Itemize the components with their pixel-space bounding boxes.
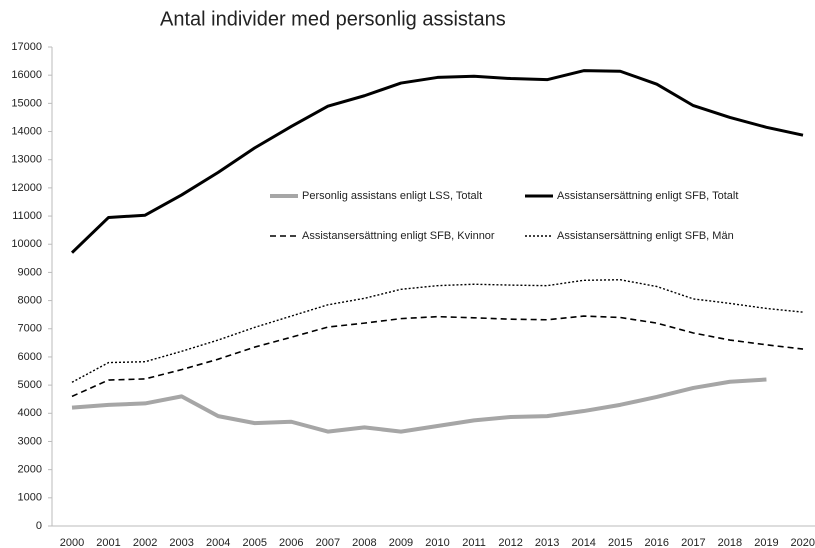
x-tick-label: 2012 [498, 537, 522, 548]
x-tick-label: 2006 [279, 537, 303, 548]
y-tick-label: 13000 [11, 154, 42, 166]
x-tick-label: 2017 [681, 537, 705, 548]
line-series [71, 315, 804, 398]
x-tick-label: 2013 [535, 537, 559, 548]
y-tick-label: 9000 [18, 266, 42, 278]
y-tick-label: 8000 [18, 294, 42, 306]
x-tick-label: 2016 [645, 537, 669, 548]
x-tick-label: 2002 [133, 537, 157, 548]
legend-label: Assistansersättning enligt SFB, Män [557, 230, 734, 242]
y-tick-label: 3000 [18, 435, 42, 447]
legend-label: Assistansersättning enligt SFB, Totalt [557, 190, 738, 202]
line-series [71, 377, 767, 434]
line-series [70, 69, 804, 254]
y-tick-label: 5000 [18, 379, 42, 391]
y-tick-label: 16000 [11, 69, 42, 81]
y-tick-label: 1000 [18, 492, 42, 504]
x-tick-label: 2000 [60, 537, 84, 548]
x-tick-label: 2007 [316, 537, 340, 548]
y-tick-label: 0 [36, 520, 42, 532]
x-tick-label: 2009 [389, 537, 413, 548]
x-tick-label: 2019 [754, 537, 778, 548]
y-tick-label: 15000 [11, 97, 42, 109]
y-tick-label: 12000 [11, 182, 42, 194]
y-tick-label: 4000 [18, 407, 42, 419]
legend-label: Personlig assistans enligt LSS, Totalt [302, 190, 482, 202]
y-tick-label: 10000 [11, 238, 42, 250]
x-tick-label: 2005 [243, 537, 267, 548]
y-tick-label: 2000 [18, 464, 42, 476]
x-tick-label: 2010 [425, 537, 449, 548]
x-tick-label: 2014 [571, 537, 595, 548]
x-tick-label: 2008 [352, 537, 376, 548]
y-tick-label: 6000 [18, 351, 42, 363]
chart-title: Antal individer med personlig assistans [160, 8, 506, 30]
x-tick-label: 2003 [169, 537, 193, 548]
line-series [71, 279, 804, 383]
x-tick-label: 2001 [96, 537, 120, 548]
x-tick-label: 2011 [462, 537, 486, 548]
y-tick-label: 7000 [18, 323, 42, 335]
y-tick-label: 17000 [11, 41, 42, 53]
y-tick-label: 14000 [11, 125, 42, 137]
x-tick-label: 2015 [608, 537, 632, 548]
y-tick-label: 11000 [12, 210, 42, 222]
legend-label: Assistansersättning enligt SFB, Kvinnor [302, 230, 495, 242]
x-tick-label: 2004 [206, 537, 230, 548]
x-tick-label: 2018 [718, 537, 742, 548]
x-tick-label: 2020 [791, 537, 815, 548]
